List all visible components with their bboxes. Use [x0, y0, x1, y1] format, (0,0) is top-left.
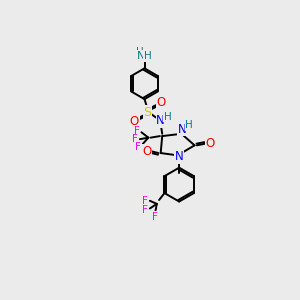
Text: N: N — [156, 114, 165, 127]
Text: H: H — [185, 120, 193, 130]
Text: F: F — [142, 196, 147, 206]
Text: N: N — [178, 123, 187, 136]
Text: F: F — [135, 142, 141, 152]
Text: F: F — [142, 205, 147, 215]
Text: O: O — [142, 145, 152, 158]
Text: F: F — [132, 134, 137, 144]
Text: H: H — [164, 112, 172, 122]
Text: F: F — [134, 126, 140, 136]
Text: N: N — [137, 51, 146, 61]
Text: O: O — [157, 96, 166, 109]
Text: H: H — [144, 51, 152, 61]
Text: F: F — [152, 212, 158, 222]
Text: O: O — [130, 115, 139, 128]
Text: H: H — [136, 47, 144, 57]
Text: N: N — [175, 150, 184, 164]
Text: O: O — [205, 137, 214, 150]
Text: S: S — [144, 106, 152, 119]
